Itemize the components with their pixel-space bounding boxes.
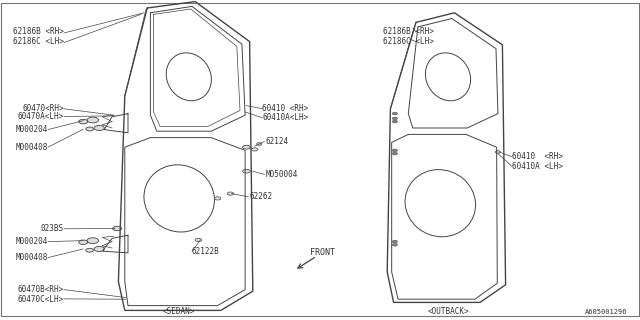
Circle shape: [392, 120, 397, 123]
Text: 62122B: 62122B: [192, 247, 220, 256]
Circle shape: [252, 148, 258, 151]
Text: M000408: M000408: [16, 143, 49, 152]
Text: M050004: M050004: [266, 170, 298, 179]
Circle shape: [495, 151, 500, 153]
Circle shape: [86, 127, 93, 131]
Circle shape: [94, 125, 104, 131]
Circle shape: [195, 238, 202, 242]
Circle shape: [257, 143, 262, 145]
Circle shape: [392, 149, 397, 152]
Text: 60410  <RH>: 60410 <RH>: [512, 152, 563, 161]
Text: 60410 <RH>: 60410 <RH>: [262, 104, 308, 113]
Circle shape: [392, 152, 397, 155]
Circle shape: [392, 240, 397, 243]
Circle shape: [94, 246, 104, 252]
Text: 60470A<LH>: 60470A<LH>: [18, 112, 64, 121]
Circle shape: [79, 240, 88, 244]
Text: FRONT: FRONT: [310, 248, 335, 257]
Text: 60470<RH>: 60470<RH>: [22, 104, 64, 113]
Text: 60470B<RH>: 60470B<RH>: [18, 285, 64, 294]
Circle shape: [86, 248, 93, 252]
Circle shape: [392, 117, 397, 120]
Text: 60410A<LH>: 60410A<LH>: [262, 113, 308, 122]
Circle shape: [214, 197, 221, 200]
Text: M000204: M000204: [16, 237, 49, 246]
Text: <SEDAN>: <SEDAN>: [163, 308, 195, 316]
Text: <OUTBACK>: <OUTBACK>: [427, 308, 469, 316]
Circle shape: [243, 169, 250, 173]
Text: M000204: M000204: [16, 125, 49, 134]
Text: 62124: 62124: [266, 137, 289, 146]
Text: 60410A <LH>: 60410A <LH>: [512, 162, 563, 171]
Circle shape: [87, 238, 99, 244]
Text: 023BS: 023BS: [41, 224, 64, 233]
Circle shape: [227, 192, 234, 195]
Text: 62186B <RH>: 62186B <RH>: [383, 28, 433, 36]
Text: 62262: 62262: [250, 192, 273, 201]
Text: 60470C<LH>: 60470C<LH>: [18, 295, 64, 304]
Circle shape: [392, 244, 397, 246]
Circle shape: [79, 119, 88, 124]
Circle shape: [113, 226, 122, 231]
Text: 62186C <LH>: 62186C <LH>: [383, 37, 433, 46]
Text: 62186B <RH>: 62186B <RH>: [13, 28, 64, 36]
Text: A605001296: A605001296: [585, 309, 627, 315]
Circle shape: [392, 112, 397, 115]
Text: M000408: M000408: [16, 253, 49, 262]
Circle shape: [243, 145, 250, 149]
Text: 62186C <LH>: 62186C <LH>: [13, 37, 64, 46]
Circle shape: [87, 117, 99, 123]
